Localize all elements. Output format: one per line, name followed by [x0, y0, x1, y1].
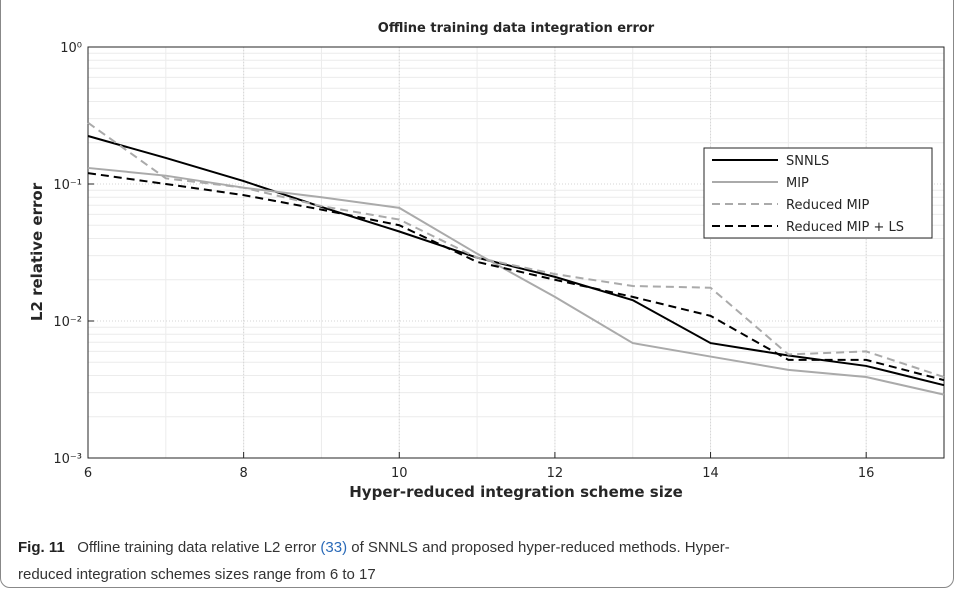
- y-axis-label: L2 relative error: [28, 182, 46, 321]
- caption: Fig. 11 Offline training data relative L…: [18, 534, 778, 588]
- series-line: [87, 135, 945, 387]
- legend-label: SNNLS: [786, 154, 829, 169]
- x-tick-label: 12: [547, 466, 564, 481]
- chart: Offline training data integration error …: [28, 21, 945, 501]
- x-axis-label: Hyper-reduced integration scheme size: [349, 483, 683, 501]
- legend-label: MIP: [786, 176, 809, 191]
- plot-frame: [87, 46, 945, 459]
- caption-text: of SNNLS and proposed hyper-reduced meth…: [18, 539, 730, 583]
- chart-title: Offline training data integration error: [378, 21, 655, 36]
- y-tick-label: 10⁻¹: [53, 178, 82, 193]
- caption-ref[interactable]: (33): [320, 539, 348, 556]
- caption-text: Offline training data relative L2 error: [77, 539, 321, 556]
- x-tick-label: 16: [858, 466, 875, 481]
- y-tick-label: 10⁰: [60, 41, 82, 56]
- x-tick-label: 6: [84, 466, 92, 481]
- x-tick-label: 8: [239, 466, 247, 481]
- legend-box: [703, 147, 933, 239]
- x-tick-label: 14: [702, 466, 719, 481]
- series-line: [87, 172, 945, 382]
- caption-label: Fig. 11: [18, 539, 65, 556]
- y-tick-label: 10⁻²: [53, 315, 82, 330]
- series-line: [87, 121, 945, 378]
- legend-label: Reduced MIP + LS: [786, 220, 904, 235]
- y-tick-label: 10⁻³: [53, 452, 82, 467]
- legend-label: Reduced MIP: [786, 198, 870, 213]
- x-tick-label: 10: [391, 466, 408, 481]
